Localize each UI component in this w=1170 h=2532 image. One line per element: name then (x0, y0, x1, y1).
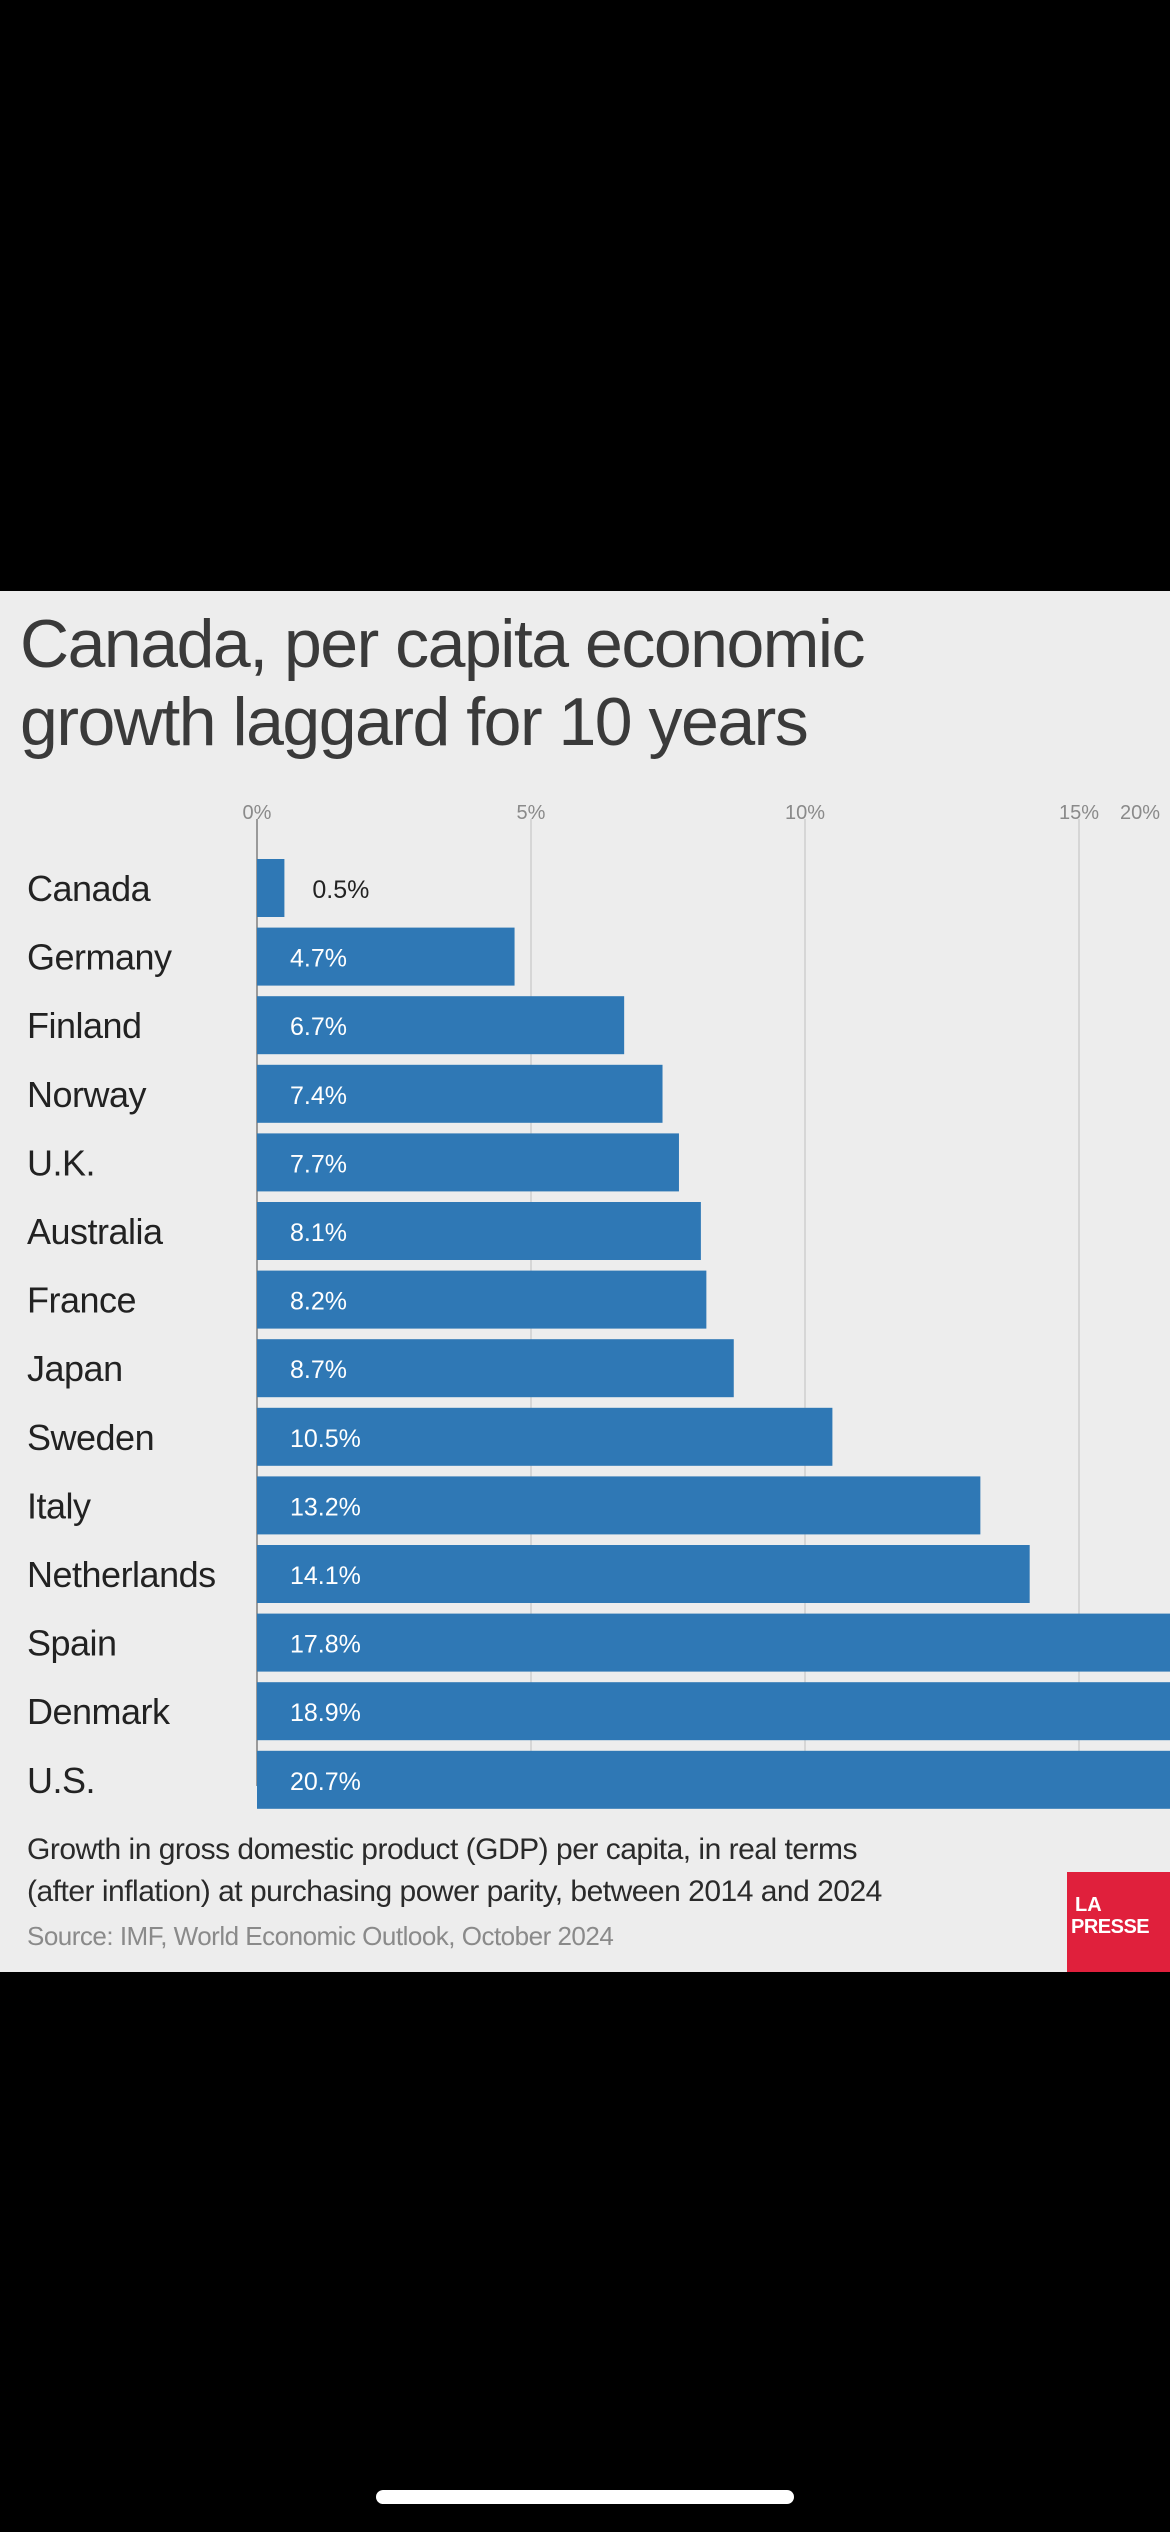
bar-netherlands (257, 1545, 1030, 1603)
value-label: 10.5% (290, 1425, 361, 1453)
x-tick-label: 10% (785, 802, 825, 824)
bar-norway (257, 1064, 663, 1123)
category-label: Australia (27, 1211, 164, 1252)
value-label: 17.8% (290, 1631, 361, 1659)
source-note: Source: IMF, World Economic Outlook, Oct… (27, 1921, 614, 1951)
x-tick-label: 20% (1120, 802, 1160, 824)
caption-line-2: (after inflation) at purchasing power pa… (27, 1875, 882, 1908)
value-label: 8.1% (290, 1219, 347, 1247)
value-label: 7.7% (290, 1150, 347, 1178)
bar-australia (257, 1202, 701, 1260)
logo-line-1: LA (1075, 1894, 1102, 1916)
caption-line-1: Growth in gross domestic product (GDP) p… (27, 1833, 857, 1866)
bars (257, 859, 1170, 1809)
bar-canada (257, 859, 285, 917)
bar-u-s (257, 1750, 1170, 1809)
category-label: Sweden (27, 1417, 154, 1458)
la-presse-logo: LA PRESSE (1067, 1872, 1170, 1972)
home-indicator[interactable] (376, 2490, 794, 2504)
x-tick-label: 5% (517, 802, 546, 824)
bar-germany (257, 927, 515, 986)
logo-line-2: PRESSE (1071, 1916, 1150, 1938)
category-label: France (27, 1280, 136, 1321)
bar-u-k (257, 1133, 679, 1192)
value-label: 8.7% (290, 1356, 347, 1384)
bar-italy (257, 1476, 981, 1535)
bar-finland (257, 996, 625, 1055)
category-label: Germany (27, 937, 172, 978)
value-label: 6.7% (290, 1013, 347, 1041)
category-label: Finland (27, 1005, 142, 1046)
chart-title: Canada, per capita economic growth lagga… (20, 605, 1120, 761)
value-labels: 0.5% 4.7% 6.7% 7.4% 7.7% 8.1% 8.2% 8.7% 10.5% 13.… (290, 876, 369, 1796)
x-tick-label: 0% (243, 802, 272, 824)
title-line-2: growth laggard for 10 years (20, 684, 809, 760)
category-label: Spain (27, 1623, 117, 1664)
bar-chart: 0% 5% 10% 15% 20% Canada Germany Finland Norway… (27, 802, 1170, 1809)
bar-sweden (257, 1407, 833, 1466)
bar-denmark (257, 1682, 1170, 1741)
bar-france (257, 1270, 707, 1329)
category-label: Japan (27, 1348, 123, 1389)
category-label: Netherlands (27, 1554, 216, 1595)
category-label: Norway (27, 1074, 147, 1115)
value-label: 0.5% (312, 876, 369, 904)
category-label: U.S. (27, 1760, 95, 1801)
value-label: 7.4% (290, 1082, 347, 1110)
value-label: 8.2% (290, 1288, 347, 1316)
value-label: 20.7% (290, 1768, 361, 1796)
bar-spain (257, 1613, 1170, 1672)
value-label: 18.9% (290, 1699, 361, 1727)
category-label: U.K. (27, 1142, 95, 1183)
category-labels: Canada Germany Finland Norway U.K. Australia F… (27, 868, 216, 1801)
title-line-1: Canada, per capita economic (20, 606, 866, 682)
x-axis-ticks: 0% 5% 10% 15% 20% (243, 802, 1161, 824)
x-tick-label: 15% (1059, 802, 1099, 824)
value-label: 13.2% (290, 1493, 361, 1521)
category-label: Italy (27, 1485, 91, 1526)
value-label: 4.7% (290, 945, 347, 973)
bar-japan (257, 1339, 734, 1398)
category-label: Denmark (27, 1691, 171, 1732)
value-label: 14.1% (290, 1562, 361, 1590)
chart-caption: Growth in gross domestic product (GDP) p… (27, 1829, 1047, 1913)
chart-panel: Canada, per capita economic growth lagga… (0, 591, 1170, 1972)
category-label: Canada (27, 868, 152, 909)
